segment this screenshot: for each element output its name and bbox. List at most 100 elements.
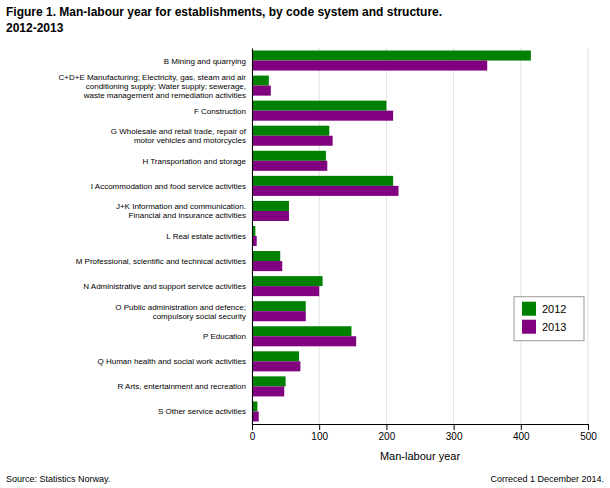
legend-label: 2013 — [542, 321, 566, 333]
x-tick-label: 200 — [379, 431, 396, 442]
x-axis-title: Man-labour year — [380, 450, 460, 462]
bar — [252, 51, 531, 61]
x-tick-label: 0 — [250, 431, 256, 442]
y-tick: I Accommodation and food service activit… — [91, 182, 252, 191]
bar — [252, 211, 289, 221]
x-tick-mark — [386, 424, 387, 430]
y-tick-label: I Accommodation and food service activit… — [91, 182, 246, 191]
y-tick: G Wholesale and retail trade, repair ofm… — [111, 127, 252, 145]
x-tick: 200 — [379, 424, 396, 442]
bar — [252, 61, 487, 71]
y-tick: L Real estate activities — [166, 232, 252, 241]
x-tick: 400 — [513, 424, 530, 442]
y-axis: B Mining and quarrying C+D+E Manufacturin… — [59, 49, 253, 425]
y-tick: R Arts, entertainment and recreation — [117, 382, 252, 391]
y-tick-label: M Professional, scientific and technical… — [76, 257, 246, 266]
y-tick: H Transportation and storage — [142, 157, 252, 166]
bar — [252, 101, 386, 111]
y-tick-label: C+D+E Manufacturing; Electricity, gas, s… — [59, 73, 247, 100]
grid-line — [453, 48, 454, 424]
legend-label: 2012 — [542, 303, 566, 315]
legend-swatch — [522, 302, 536, 316]
bar — [252, 126, 329, 136]
y-tick: C+D+E Manufacturing; Electricity, gas, s… — [59, 73, 253, 100]
x-tick: 500 — [580, 424, 597, 442]
legend-swatch — [522, 320, 536, 334]
x-axis-line — [253, 425, 589, 431]
x-tick-mark — [319, 424, 320, 430]
bar — [252, 151, 326, 161]
bar — [252, 111, 393, 121]
y-tick-label: F Construction — [194, 107, 246, 116]
bar — [252, 386, 284, 396]
subtitle: 2012-2013 — [6, 21, 64, 35]
annotation: Correced 1 December 2014. — [490, 474, 604, 484]
x-tick-mark — [252, 424, 253, 430]
grid — [252, 48, 588, 424]
x-tick: 300 — [446, 424, 463, 442]
series — [252, 51, 531, 412]
plot: 0 100 200 300 400 500 B Mining and quarrying C+… — [59, 48, 598, 442]
y-tick-label: O Public administration and defence;comp… — [115, 303, 246, 321]
bar — [252, 411, 259, 421]
y-tick: P Education — [203, 332, 252, 341]
x-tick-label: 500 — [580, 431, 597, 442]
bar — [252, 301, 306, 311]
chart: Figure 1. Man-labour year for establishm… — [0, 0, 610, 488]
legend-item: 2013 — [522, 320, 566, 334]
y-axis-line — [252, 49, 253, 425]
bar — [252, 251, 280, 261]
x-tick-mark — [454, 424, 455, 430]
bar — [252, 336, 356, 346]
y-tick-label: P Education — [203, 332, 246, 341]
bar — [252, 86, 271, 96]
y-tick: F Construction — [194, 107, 252, 116]
bar — [252, 276, 323, 286]
y-tick-label: R Arts, entertainment and recreation — [117, 382, 246, 391]
legend: 2012 2013 — [514, 297, 584, 341]
x-axis: 0 100 200 300 400 500 — [250, 424, 598, 442]
y-tick-label: S Other service activities — [158, 407, 246, 416]
x-tick-mark — [588, 424, 589, 430]
y-tick-label: J+K Information and communication.Financ… — [116, 202, 246, 220]
y-tick: Q Human health and social work activitie… — [97, 357, 252, 366]
y-tick-label: Q Human health and social work activitie… — [97, 357, 246, 366]
x-tick-label: 300 — [446, 431, 463, 442]
y-tick-label: L Real estate activities — [166, 232, 246, 241]
x-tick: 100 — [311, 424, 328, 442]
bar — [252, 361, 300, 371]
y-tick-label: N Administrative and support service act… — [83, 282, 246, 291]
y-tick-label: B Mining and quarrying — [164, 57, 246, 66]
y-tick: S Other service activities — [158, 407, 252, 416]
bar — [252, 186, 398, 196]
bar — [252, 326, 351, 336]
x-tick-label: 400 — [513, 431, 530, 442]
bar — [252, 136, 333, 146]
y-tick: O Public administration and defence;comp… — [115, 303, 252, 321]
series — [252, 61, 487, 422]
grid-line — [252, 48, 253, 424]
y-tick: M Professional, scientific and technical… — [76, 257, 252, 266]
bar — [252, 311, 306, 321]
bar — [252, 351, 299, 361]
y-tick: N Administrative and support service act… — [83, 282, 252, 291]
bar — [252, 261, 282, 271]
x-tick: 0 — [250, 424, 256, 442]
title: Figure 1. Man-labour year for establishm… — [6, 5, 442, 19]
legend-item: 2012 — [522, 302, 566, 316]
bar — [252, 201, 289, 211]
grid-line — [588, 48, 589, 424]
x-tick-label: 100 — [311, 431, 328, 442]
bar — [252, 161, 327, 171]
legend-frame — [514, 297, 584, 341]
x-tick-mark — [521, 424, 522, 430]
y-tick-label: G Wholesale and retail trade, repair ofm… — [111, 127, 247, 145]
y-tick-label: H Transportation and storage — [142, 157, 246, 166]
bar — [252, 76, 269, 86]
grid-line — [520, 48, 521, 424]
y-tick: B Mining and quarrying — [164, 57, 252, 66]
bar — [252, 176, 393, 186]
annotation: Source: Statistics Norway. — [6, 474, 110, 484]
bar — [252, 286, 319, 296]
y-tick: J+K Information and communication.Financ… — [116, 202, 252, 220]
